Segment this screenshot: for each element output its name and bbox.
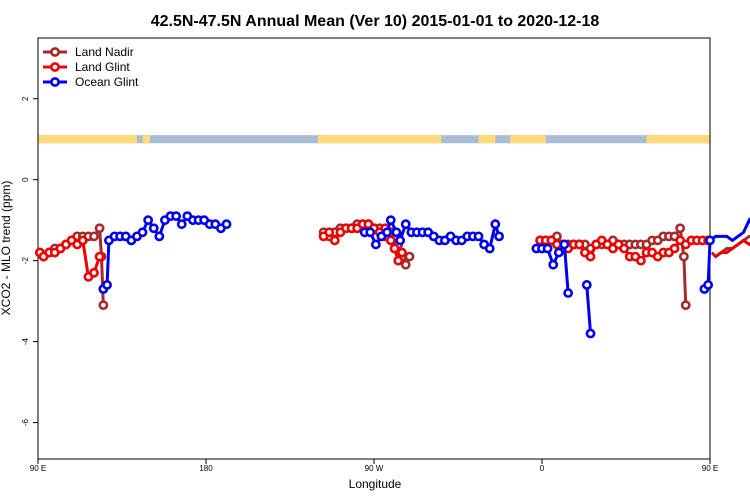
legend-swatch-marker	[50, 47, 60, 57]
data-point	[329, 235, 340, 246]
data-point	[563, 288, 574, 298]
data-point	[176, 219, 187, 230]
x-tick-label: 0	[540, 464, 545, 473]
data-point	[171, 211, 182, 222]
data-point	[703, 280, 714, 290]
data-point	[382, 227, 392, 238]
series-land-glint	[34, 219, 750, 282]
y-axis-title: XCO2 - MLO trend (ppm)	[0, 181, 13, 316]
land-segment	[510, 135, 546, 144]
data-point	[669, 243, 680, 254]
data-point	[636, 255, 646, 266]
x-axis: 90 E 180 90 W 0 90 E	[30, 459, 718, 473]
land-segment	[142, 135, 150, 144]
y-tick-label: -2	[21, 257, 30, 265]
data-point	[102, 280, 112, 290]
y-axis: 2 0 -2 -4 -6	[21, 96, 38, 426]
data-point	[391, 227, 402, 238]
legend-item: Ocean Glint	[43, 75, 139, 89]
land-segment	[38, 135, 137, 144]
data-point	[154, 231, 165, 242]
legend-label: Ocean Glint	[75, 75, 139, 89]
data-point	[393, 255, 404, 266]
data-point	[94, 223, 105, 234]
data-point	[77, 235, 88, 246]
data-point	[94, 251, 105, 262]
legend-item: Land Glint	[43, 60, 130, 74]
data-point	[400, 219, 411, 230]
data-point	[98, 300, 109, 311]
x-tick-label: 90 E	[702, 464, 718, 473]
data-point	[143, 215, 154, 226]
data-point	[494, 231, 504, 242]
chart-title: 42.5N-47.5N Annual Mean (Ver 10) 2015-01…	[151, 13, 600, 30]
series-line	[703, 217, 750, 290]
data-point	[490, 219, 501, 230]
data-point	[559, 239, 570, 250]
data-point	[89, 267, 99, 278]
series-line	[585, 284, 593, 334]
data-point	[542, 243, 553, 254]
data-point	[395, 235, 406, 246]
data-point	[397, 247, 407, 258]
legend-swatch-marker	[50, 62, 60, 72]
data-point	[548, 259, 559, 270]
series-ocean-glint	[98, 211, 750, 339]
data-point	[678, 251, 689, 262]
land-segment	[646, 135, 710, 144]
land-segment	[478, 135, 496, 144]
data-point	[585, 251, 596, 262]
legend-label: Land Nadir	[75, 45, 134, 59]
data-point	[389, 243, 400, 254]
data-point	[370, 239, 381, 250]
data-point	[473, 231, 484, 242]
data-point	[680, 300, 691, 311]
y-tick-label: -6	[21, 418, 30, 426]
data-point	[675, 223, 686, 234]
data-point	[137, 227, 148, 238]
x-tick-label: 90 E	[30, 464, 46, 473]
data-point	[619, 243, 630, 254]
legend-swatch-marker	[50, 77, 60, 87]
x-tick-label: 180	[199, 464, 213, 473]
data-point	[484, 243, 495, 254]
y-tick-label: 0	[21, 177, 30, 182]
x-tick-label: 90 W	[365, 464, 384, 473]
data-point	[400, 259, 411, 270]
land-segment	[318, 135, 442, 144]
data-point	[89, 231, 99, 242]
data-point	[365, 227, 376, 238]
data-point	[404, 251, 415, 262]
data-point	[581, 280, 592, 290]
data-point	[324, 227, 335, 238]
y-tick-label: -4	[21, 338, 30, 346]
x-axis-title: Longitude	[349, 477, 402, 491]
land-ocean-band	[38, 135, 710, 144]
data-point	[385, 235, 396, 246]
data-point	[221, 219, 232, 230]
data-point	[705, 235, 715, 246]
legend-item: Land Nadir	[43, 45, 134, 59]
series-layer	[34, 211, 750, 339]
data-point	[148, 223, 159, 234]
data-point	[574, 239, 585, 250]
data-point	[385, 215, 396, 226]
legend-label: Land Glint	[75, 60, 130, 74]
data-point	[585, 328, 596, 339]
y-tick-label: 2	[21, 96, 30, 101]
series-line	[714, 238, 750, 258]
data-point	[553, 247, 564, 258]
